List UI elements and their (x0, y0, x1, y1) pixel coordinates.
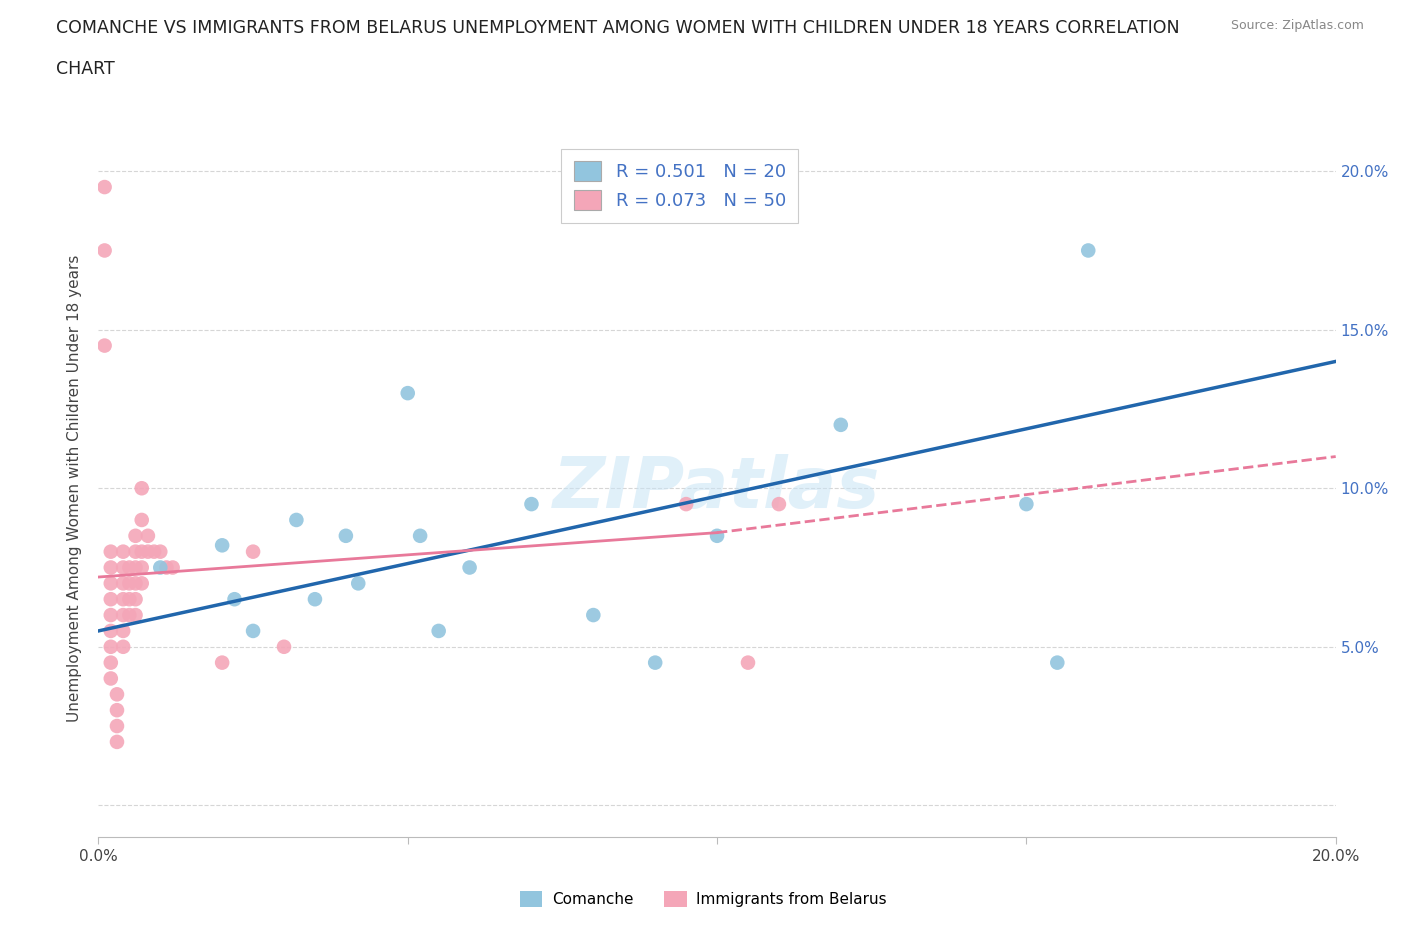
Point (143, 544, 166, 559)
Point (112, 639, 135, 654)
Point (124, 576, 146, 591)
Point (131, 544, 153, 559)
Point (582, 607, 605, 622)
Point (93, 339, 115, 353)
Point (118, 607, 141, 622)
Point (136, 528, 159, 543)
Point (1046, 656, 1069, 671)
Point (737, 656, 759, 671)
Point (335, 528, 357, 543)
Point (409, 528, 432, 543)
Point (149, 560, 172, 575)
Point (124, 560, 146, 575)
Point (211, 656, 233, 671)
Point (131, 576, 153, 591)
Point (100, 544, 122, 559)
Point (100, 576, 122, 591)
Point (100, 591, 122, 606)
Point (427, 623, 450, 638)
Point (124, 528, 146, 543)
Point (285, 512, 308, 527)
Point (93, 179, 115, 194)
Point (118, 576, 141, 591)
Point (830, 418, 852, 432)
Point (118, 560, 141, 575)
Point (100, 623, 122, 638)
Point (1015, 497, 1038, 512)
Point (118, 591, 141, 606)
Text: Source: ZipAtlas.com: Source: ZipAtlas.com (1230, 19, 1364, 32)
Point (149, 544, 172, 559)
Point (242, 623, 264, 638)
Point (347, 576, 370, 591)
Point (124, 544, 146, 559)
Point (105, 735, 128, 750)
Point (675, 497, 697, 512)
Point (112, 623, 135, 638)
Point (136, 544, 159, 559)
Y-axis label: Unemployment Among Women with Children Under 18 years: Unemployment Among Women with Children U… (67, 255, 83, 722)
Text: CHART: CHART (56, 60, 115, 78)
Point (1077, 243, 1099, 258)
Point (396, 386, 419, 401)
Legend: R = 0.501   N = 20, R = 0.073   N = 50: R = 0.501 N = 20, R = 0.073 N = 50 (561, 149, 799, 222)
Point (273, 639, 295, 654)
Point (124, 591, 146, 606)
Point (155, 560, 177, 575)
Point (224, 591, 246, 606)
Point (105, 719, 128, 734)
Point (112, 560, 135, 575)
Point (112, 544, 135, 559)
Point (211, 538, 233, 552)
Point (706, 528, 728, 543)
Point (112, 607, 135, 622)
Point (520, 497, 543, 512)
Point (162, 560, 184, 575)
Point (131, 512, 153, 527)
Point (105, 687, 128, 702)
Point (242, 544, 264, 559)
Text: ZIPatlas: ZIPatlas (554, 454, 880, 523)
Point (124, 607, 146, 622)
Point (112, 591, 135, 606)
Point (644, 656, 666, 671)
Point (100, 656, 122, 671)
Text: COMANCHE VS IMMIGRANTS FROM BELARUS UNEMPLOYMENT AMONG WOMEN WITH CHILDREN UNDER: COMANCHE VS IMMIGRANTS FROM BELARUS UNEM… (56, 19, 1180, 36)
Point (304, 591, 326, 606)
Legend: Comanche, Immigrants from Belarus: Comanche, Immigrants from Belarus (513, 884, 893, 913)
Point (100, 639, 122, 654)
Point (100, 607, 122, 622)
Point (100, 560, 122, 575)
Point (93, 243, 115, 258)
Point (100, 671, 122, 686)
Point (131, 560, 153, 575)
Point (768, 497, 790, 512)
Point (131, 481, 153, 496)
Point (112, 576, 135, 591)
Point (105, 703, 128, 718)
Point (458, 560, 481, 575)
